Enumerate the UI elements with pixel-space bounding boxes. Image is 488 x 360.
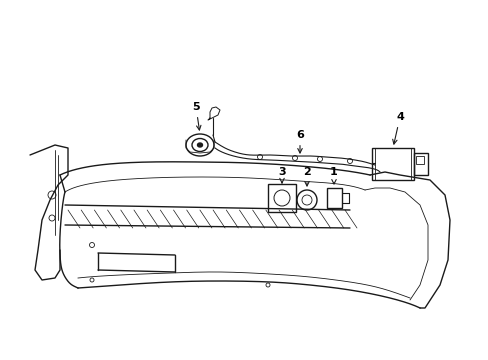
Text: 6: 6 xyxy=(295,130,304,153)
Bar xyxy=(371,148,413,180)
Text: 2: 2 xyxy=(303,167,310,186)
Text: 1: 1 xyxy=(329,167,337,184)
Bar xyxy=(415,156,423,164)
Ellipse shape xyxy=(197,143,202,147)
Text: 3: 3 xyxy=(278,167,285,183)
Bar xyxy=(326,188,341,208)
Bar xyxy=(413,153,427,175)
Text: 4: 4 xyxy=(392,112,403,144)
Bar xyxy=(267,184,295,212)
Text: 5: 5 xyxy=(192,102,201,130)
